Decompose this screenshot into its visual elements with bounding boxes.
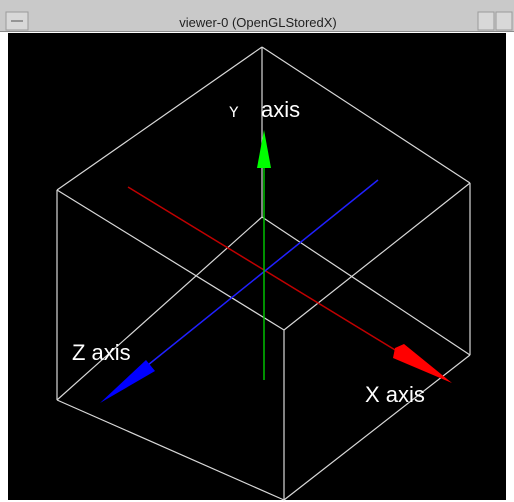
y-axis-word: axis xyxy=(261,97,300,122)
maximize-button[interactable] xyxy=(495,11,513,31)
z-axis-line xyxy=(147,179,379,366)
x-axis-line xyxy=(127,186,406,357)
title-bar xyxy=(0,0,514,32)
minimize-button[interactable] xyxy=(477,11,495,31)
z-axis-arrow xyxy=(100,360,155,403)
window-title: viewer-0 (OpenGLStoredX) xyxy=(179,15,337,30)
y-axis-letter: Y xyxy=(229,104,239,122)
y-axis-arrow xyxy=(257,130,271,168)
z-axis-label: Z axis xyxy=(72,340,131,365)
x-axis-label: X axis xyxy=(365,382,425,407)
cube-wireframe xyxy=(56,46,471,501)
x-axis-arrow xyxy=(393,344,452,383)
